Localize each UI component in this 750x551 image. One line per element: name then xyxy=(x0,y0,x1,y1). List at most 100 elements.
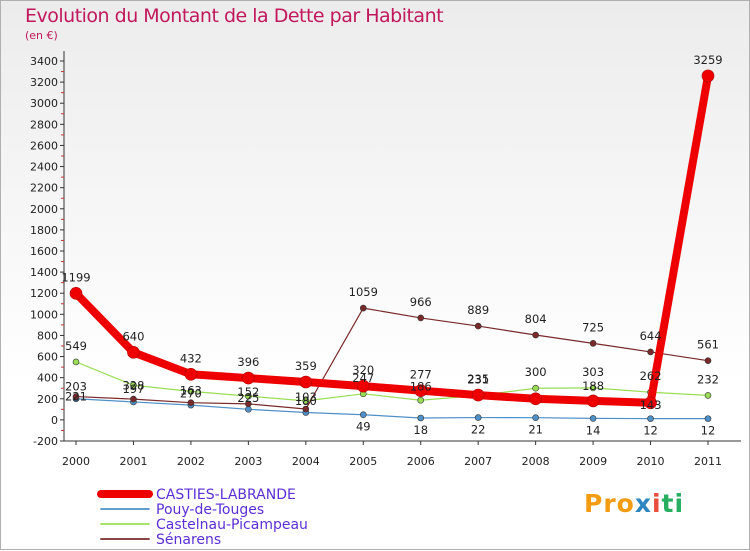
data-label: 221 xyxy=(65,390,87,404)
series-point xyxy=(130,395,137,403)
legend-label: Sénarens xyxy=(156,532,221,548)
series-point xyxy=(532,331,539,339)
series-point xyxy=(704,415,712,422)
y-tick-label: 800 xyxy=(37,329,58,342)
data-label: 143 xyxy=(640,398,662,412)
data-label: 232 xyxy=(697,372,719,386)
data-label: 300 xyxy=(525,365,547,379)
data-label: 277 xyxy=(410,368,432,382)
data-label: 231 xyxy=(467,373,489,387)
series-point xyxy=(589,340,597,347)
series-point xyxy=(647,348,654,356)
y-tick-label: 1400 xyxy=(30,266,58,279)
chart-title: Evolution du Montant de la Dette par Hab… xyxy=(25,5,444,27)
y-tick-label: 3400 xyxy=(30,55,58,68)
data-label: 561 xyxy=(697,338,719,352)
series-point xyxy=(359,411,367,419)
y-tick-label: 2800 xyxy=(30,118,58,131)
legend-label: Pouy-de-Touges xyxy=(156,502,264,518)
series-line xyxy=(75,398,709,420)
y-tick-label: 200 xyxy=(37,393,58,406)
x-tick-label: 2002 xyxy=(177,455,205,468)
series-point xyxy=(417,314,425,322)
series-point xyxy=(589,384,597,392)
x-tick-label: 2008 xyxy=(522,455,550,468)
data-label: 804 xyxy=(525,312,547,326)
series-point xyxy=(359,304,367,312)
x-tick-label: 2003 xyxy=(234,455,262,468)
y-tick-label: 400 xyxy=(37,372,58,385)
x-tick-label: 2009 xyxy=(579,455,607,468)
series-point xyxy=(417,414,425,422)
y-tick-label: 3000 xyxy=(30,97,58,110)
x-tick-label: 2001 xyxy=(119,455,147,468)
series-point xyxy=(72,393,80,400)
series-point xyxy=(474,414,482,421)
y-tick-label: 2400 xyxy=(30,161,58,174)
series-point xyxy=(532,414,539,421)
data-label: 225 xyxy=(237,391,259,405)
series-point xyxy=(529,392,542,406)
data-label: 197 xyxy=(122,382,144,396)
data-label: 270 xyxy=(180,386,202,400)
data-label: 12 xyxy=(701,424,716,438)
series-point xyxy=(187,388,195,395)
series-point xyxy=(72,358,80,366)
series-point xyxy=(245,406,252,413)
data-label: 163 xyxy=(180,384,202,398)
y-tick-label: 600 xyxy=(37,351,58,364)
x-tick-label: 2011 xyxy=(694,455,722,468)
data-label: 549 xyxy=(65,339,87,353)
x-tick-label: 2007 xyxy=(464,455,492,468)
series-point xyxy=(245,400,252,408)
data-label: 3259 xyxy=(693,53,722,67)
series-point xyxy=(130,381,137,389)
series-point xyxy=(474,322,482,330)
y-tick-label: 1600 xyxy=(30,245,58,258)
x-tick-label: 2006 xyxy=(407,455,435,468)
y-tick-label: 3200 xyxy=(30,76,58,89)
data-label: 49 xyxy=(356,420,371,434)
y-tick-label: 1800 xyxy=(30,224,58,237)
data-label: 235 xyxy=(467,372,489,386)
data-label: 22 xyxy=(471,423,486,437)
data-label: 21 xyxy=(528,423,543,437)
series-point xyxy=(704,357,712,364)
series-point xyxy=(245,392,252,400)
legend-label: Castelnau-Picampeau xyxy=(156,517,308,533)
data-label: 725 xyxy=(582,320,604,334)
series-point xyxy=(184,367,198,381)
series-point xyxy=(242,371,255,385)
series-point xyxy=(647,415,654,422)
series-line xyxy=(75,361,709,402)
x-tick-label: 2010 xyxy=(637,455,665,468)
legend-label: CASTIES-LABRANDE xyxy=(156,487,296,503)
data-label: 1059 xyxy=(349,285,378,299)
logo-part-3: i xyxy=(651,489,662,518)
data-label: 103 xyxy=(295,390,317,404)
data-label: 12 xyxy=(643,424,658,438)
data-label: 966 xyxy=(410,295,432,309)
series-point xyxy=(299,375,313,389)
data-label: 14 xyxy=(586,423,601,437)
series-point xyxy=(532,384,539,392)
y-tick-label: -200 xyxy=(33,435,58,448)
data-label: 152 xyxy=(237,385,259,399)
series-point xyxy=(471,388,485,402)
y-tick-label: 1000 xyxy=(30,308,58,321)
data-label: 396 xyxy=(237,355,259,369)
series-point xyxy=(302,405,310,413)
data-label: 644 xyxy=(640,329,662,343)
chart-subtitle: (en €) xyxy=(25,29,58,42)
series-point xyxy=(302,397,310,405)
logo-part-1: Pro xyxy=(584,489,635,518)
data-label: 18 xyxy=(413,423,428,437)
data-label: 247 xyxy=(352,371,374,385)
proxiti-logo: Proxiti xyxy=(584,489,684,518)
logo-part-4: ti xyxy=(661,489,685,518)
data-label: 303 xyxy=(582,365,604,379)
series-point xyxy=(417,396,425,404)
data-label: 432 xyxy=(180,351,202,365)
